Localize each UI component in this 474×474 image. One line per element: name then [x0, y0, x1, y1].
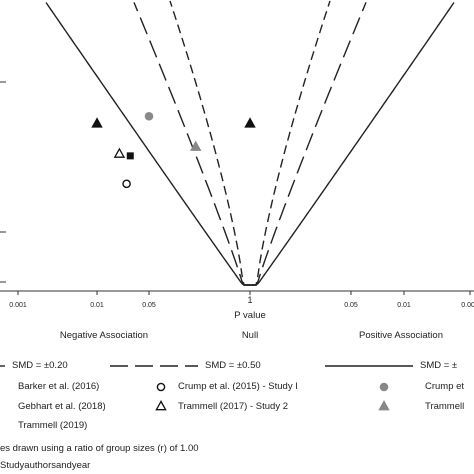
legend-contour-solid: SMD = ±: [420, 360, 458, 371]
data-point-7: [244, 117, 256, 128]
legend-trammell-2017: Trammell (2017) - Study 2: [178, 401, 288, 412]
legend-marker-crump-2: [379, 382, 389, 392]
data-point-4: [126, 152, 134, 160]
legend-contour-050: SMD = ±0.50: [205, 360, 261, 371]
x-tick-label: 0.001: [9, 302, 27, 309]
x-tick-label: 0.01: [397, 302, 411, 309]
legend-gebhart: Gebhart et al. (2018): [18, 401, 106, 412]
legend-marker-trammell-2017: [155, 400, 167, 411]
legend-marker-crump-1: [156, 382, 166, 392]
x-tick-label: 0.01: [90, 302, 104, 309]
x-tick-label: 0.05: [344, 302, 358, 309]
note-ratio: es drawn using a ratio of group sizes (r…: [0, 443, 199, 454]
x-axis-label: P value: [234, 310, 266, 321]
x-tick-label: 0.001: [461, 302, 474, 309]
contour-smd-solid-left: [45, 2, 250, 286]
region-null: Null: [241, 330, 259, 341]
contour-smd-solid-right: [250, 2, 455, 286]
contour-smd-050-right: [250, 2, 367, 286]
legend-crump-2: Crump et: [425, 381, 465, 392]
legend-barker: Barker et al. (2016): [18, 381, 100, 392]
data-point-3: [144, 111, 154, 121]
contour-smd-020-right: [250, 0, 331, 286]
data-point-1: [91, 117, 103, 128]
legend-trammell-gray: Trammell: [425, 401, 465, 412]
legend-crump-1: Crump et al. (2015) - Study I: [178, 381, 298, 392]
contour-smd-050-left: [133, 2, 250, 286]
x-tick-label: 1: [247, 295, 253, 305]
region-negative: Negative Association: [59, 330, 149, 341]
legend-trammell-2019: Trammell (2019): [18, 420, 88, 431]
data-point-2: [122, 179, 131, 189]
data-point-5: [113, 147, 126, 158]
x-tick-label: 0.05: [142, 302, 156, 309]
note-study-var: Studyauthorsandyear: [0, 460, 91, 471]
legend-marker-trammell-gray: [378, 400, 390, 411]
legend-contour-020: SMD = ±0.20: [12, 360, 68, 371]
region-positive: Positive Association: [359, 330, 443, 341]
contour-smd-020-left: [169, 0, 250, 286]
data-point-6: [190, 140, 202, 151]
